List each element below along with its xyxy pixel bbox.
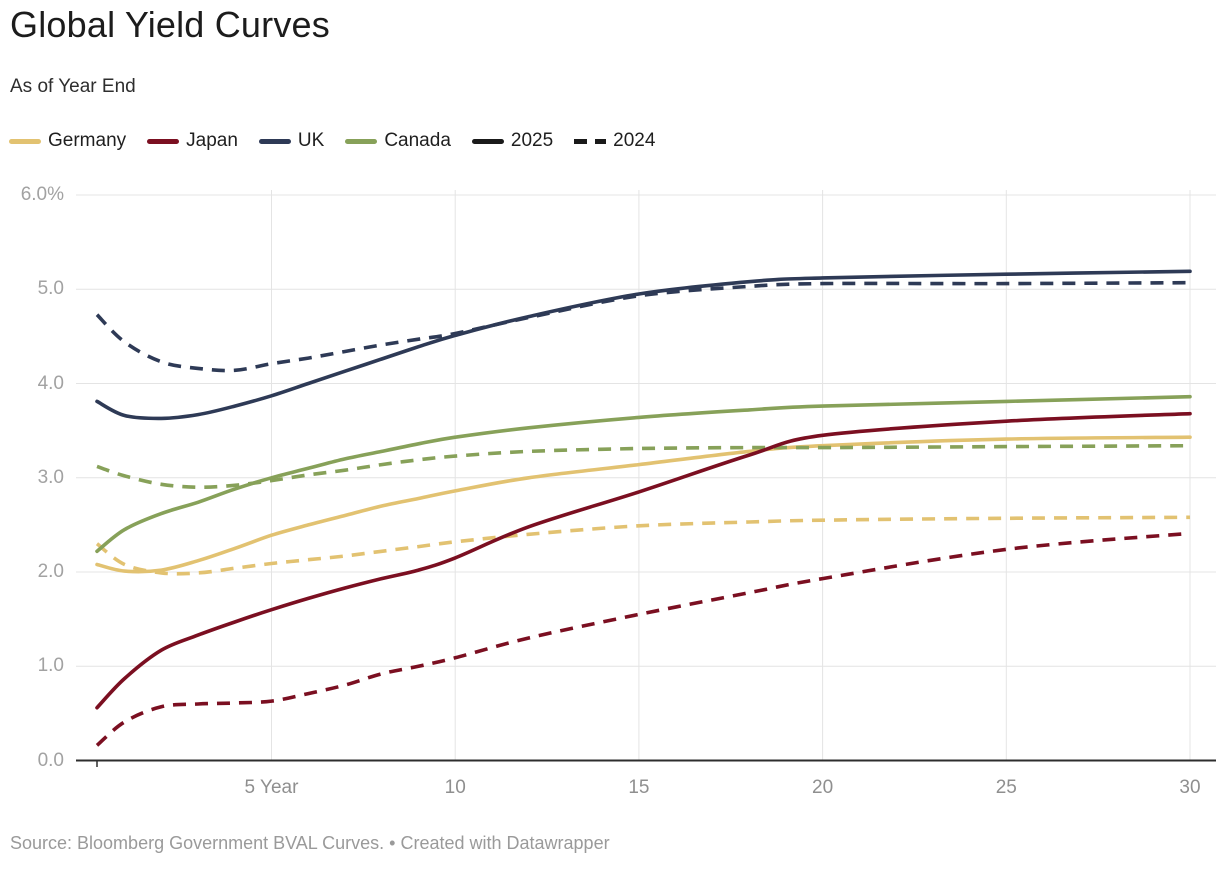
line-germany-2025 xyxy=(95,435,1192,574)
y-tick-label: 6.0% xyxy=(20,184,64,205)
legend-label: UK xyxy=(297,130,325,151)
x-tick-label: 5 Year xyxy=(244,777,299,798)
line-japan-2025 xyxy=(95,411,1192,710)
legend-label: 2025 xyxy=(510,130,554,151)
legend-label: Canada xyxy=(384,130,451,151)
line-swatch-icon xyxy=(258,138,291,144)
legend: Germany Japan UK Canada 2025 2024 xyxy=(9,130,655,152)
legend-label: Japan xyxy=(186,130,238,151)
y-tick-label: 0.0 xyxy=(37,749,64,771)
legend-item-japan: Japan xyxy=(147,130,238,152)
x-tick-label: 25 xyxy=(995,777,1017,798)
y-tick-label: 4.0 xyxy=(37,372,64,394)
x-tick-label: 15 xyxy=(628,777,650,798)
line-canada-2025 xyxy=(95,394,1192,554)
legend-item-germany: Germany xyxy=(9,130,126,152)
line-japan-2024 xyxy=(95,531,1191,747)
legend-item-canada: Canada xyxy=(345,130,451,152)
legend-item-uk: UK xyxy=(258,130,325,152)
line-swatch-icon xyxy=(471,138,504,144)
page-title: Global Yield Curves xyxy=(10,4,330,45)
x-tick-label: 10 xyxy=(444,777,466,798)
line-uk-2025 xyxy=(95,269,1192,421)
legend-item-2024: 2024 xyxy=(574,130,655,152)
source-note: Source: Bloomberg Government BVAL Curves… xyxy=(10,833,610,853)
line-uk-2024 xyxy=(95,280,1191,373)
dashed-line-swatch-icon xyxy=(574,138,607,144)
y-tick-label: 5.0 xyxy=(37,278,64,300)
x-tick-label: 20 xyxy=(812,777,834,798)
legend-label: 2024 xyxy=(613,130,656,151)
chart-subtitle: As of Year End xyxy=(10,76,136,97)
y-tick-label: 3.0 xyxy=(37,466,64,488)
line-swatch-icon xyxy=(345,138,378,144)
line-swatch-icon xyxy=(147,138,180,144)
legend-label: Germany xyxy=(48,130,127,151)
legend-item-2025: 2025 xyxy=(471,130,554,152)
y-tick-label: 2.0 xyxy=(37,561,64,582)
line-germany-2024 xyxy=(95,515,1191,576)
y-tick-label: 1.0 xyxy=(37,655,64,677)
line-swatch-icon xyxy=(9,138,41,144)
x-tick-label: 30 xyxy=(1179,777,1201,798)
